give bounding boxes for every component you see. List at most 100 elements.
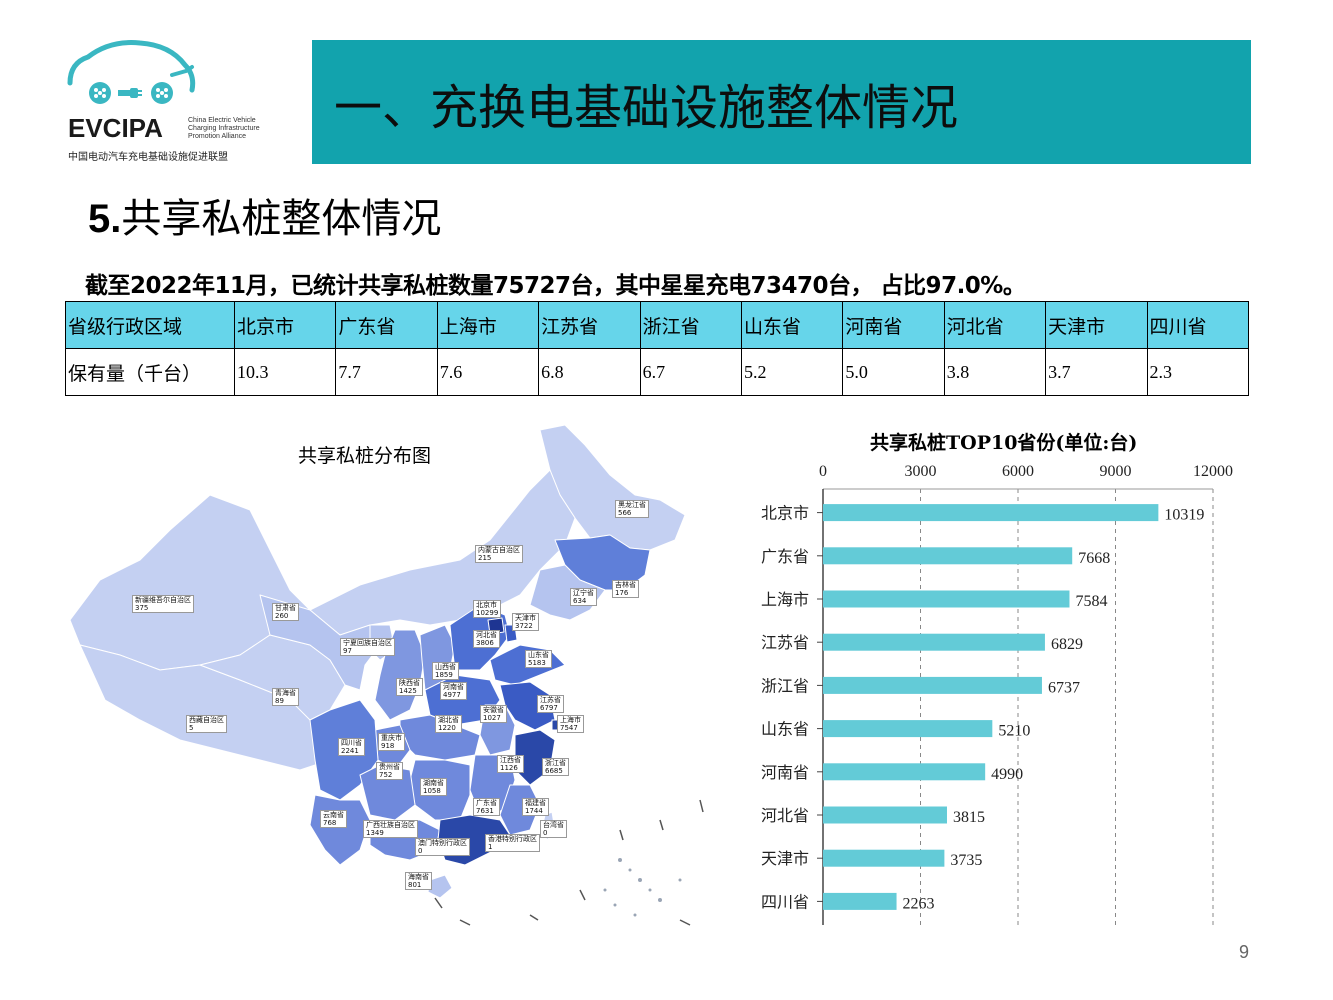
category-label: 广东省	[761, 547, 809, 566]
map-label: 宁夏回族自治区 97	[340, 638, 395, 656]
map-label-name: 青海省	[275, 689, 296, 697]
map-label: 台湾省 0	[540, 820, 567, 838]
map-label-value: 215	[478, 554, 492, 562]
logo-brand: EVCIPA	[68, 113, 163, 143]
bar	[823, 806, 947, 824]
map-label: 广东省 7631	[473, 798, 500, 816]
nine-dash-line	[434, 799, 704, 926]
map-label-value: 5	[189, 724, 194, 732]
bar	[823, 892, 897, 910]
map-label-name: 重庆市	[381, 734, 402, 742]
logo-cn-name: 中国电动汽车充电基础设施促进联盟	[68, 152, 228, 163]
map-label-name: 澳门特别行政区	[418, 839, 467, 847]
map-label: 海南省 801	[405, 872, 432, 890]
map-label-value: 375	[135, 604, 149, 612]
map-label-value: 566	[618, 509, 632, 517]
map-label-value: 176	[615, 589, 629, 597]
map-label: 福建省 1744	[522, 798, 549, 816]
table-row-header: 保有量（千台）	[65, 348, 235, 396]
map-label-value: 3806	[476, 639, 494, 647]
bar	[823, 763, 986, 781]
map-label: 甘肃省 260	[272, 603, 299, 621]
map-label: 上海市 7547	[557, 715, 584, 733]
map-label-name: 江西省	[500, 756, 521, 764]
map-label-value: 7547	[560, 724, 578, 732]
map-label: 北京市 10299	[473, 600, 502, 618]
bar	[823, 676, 1042, 694]
map-label: 广西壮族自治区 1349	[363, 820, 418, 838]
map-label-value: 1425	[399, 687, 417, 695]
map-label-name: 海南省	[408, 873, 429, 881]
map-label: 天津市 3722	[512, 613, 539, 631]
map-label-name: 内蒙古自治区	[478, 546, 520, 554]
map-label-value: 4977	[443, 691, 461, 699]
section-title: 5.共享私桩整体情况	[88, 186, 441, 244]
map-label: 辽宁省 634	[570, 588, 597, 606]
page-number: 9	[1239, 942, 1250, 962]
map-label: 吉林省 176	[612, 580, 639, 598]
map-label-name: 陕西省	[399, 679, 420, 687]
map-label-value: 1	[488, 843, 493, 851]
table-header-row: 省级行政区域 北京市 广东省 上海市 江苏省 浙江省 山东省 河南省 河北省 天津市 四川省	[65, 301, 1250, 349]
map-region-hainan	[427, 874, 453, 899]
map-label-name: 山东省	[528, 651, 549, 659]
car-outline-icon	[67, 40, 196, 104]
map-label-value: 0	[418, 847, 423, 855]
table-header-cell: 河南省	[842, 301, 945, 349]
category-label: 江苏省	[761, 633, 809, 652]
table-header-cell: 江苏省	[538, 301, 641, 349]
data-label: 6737	[1048, 679, 1080, 696]
table-value-cell: 5.0	[842, 348, 945, 396]
bar	[823, 633, 1045, 651]
bar-chart: 0 3000 6000 9000 12000 北京市 10319 广东省 7668 上海市 7584…	[761, 463, 1233, 925]
bar	[823, 504, 1159, 522]
map-label: 澳门特别行政区 0	[415, 838, 470, 856]
map-label-value: 6797	[540, 704, 558, 712]
map-label-name: 上海市	[560, 716, 581, 724]
map-label: 河南省 4977	[440, 682, 467, 700]
map-label-value: 1058	[423, 787, 441, 795]
x-tick-label: 6000	[1002, 463, 1034, 480]
map-label: 内蒙古自治区 215	[475, 545, 523, 563]
map-label-value: 1220	[438, 724, 456, 732]
map-label-name: 甘肃省	[275, 604, 296, 612]
map-label-name: 北京市	[476, 601, 497, 609]
category-label: 四川省	[761, 892, 809, 911]
table-header-cell: 浙江省	[639, 301, 742, 349]
map-label: 云南省 768	[320, 810, 347, 828]
header-title: 一、充换电基础设施整体情况	[334, 80, 959, 136]
map-label: 黑龙江省 566	[615, 500, 649, 518]
map-label: 青海省 89	[272, 688, 299, 706]
map-label-name: 吉林省	[615, 581, 636, 589]
table-value-cell: 6.8	[538, 348, 641, 396]
map-label-value: 752	[379, 771, 393, 779]
map-label-name: 湖南省	[423, 779, 444, 787]
map-region-yunnan	[309, 794, 371, 866]
data-label: 6829	[1051, 636, 1083, 653]
map-title: 共享私桩分布图	[298, 445, 432, 467]
data-label: 3735	[950, 852, 982, 869]
map-label-value: 10299	[476, 609, 499, 617]
evcipa-logo: EVCIPA China Electric Vehicle Charging I…	[60, 35, 290, 170]
map-label: 西藏自治区 5	[186, 715, 227, 733]
section-title-text: 共享私桩整体情况	[121, 196, 442, 242]
map-label-name: 广西壮族自治区	[366, 821, 415, 829]
map-label-value: 1126	[500, 764, 518, 772]
map-label-value: 2241	[341, 747, 359, 755]
table-value-cell: 3.8	[943, 348, 1047, 396]
map-label: 新疆维吾尔自治区 375	[132, 595, 194, 613]
map-label-name: 黑龙江省	[618, 501, 646, 509]
table-header-cell: 北京市	[233, 301, 337, 349]
south-sea-islands	[603, 858, 682, 917]
map-label-name: 西藏自治区	[189, 716, 224, 724]
section-number: 5.	[88, 197, 122, 241]
map-label-value: 0	[543, 829, 548, 837]
category-label: 河南省	[761, 763, 809, 782]
province-table: 省级行政区域 北京市 广东省 上海市 江苏省 浙江省 山东省 河南省 河北省 天津市 四川省 保有…	[65, 301, 1250, 396]
map-label-value: 7631	[476, 807, 494, 815]
map-region-liaoning	[529, 564, 606, 621]
x-tick-label: 3000	[905, 463, 937, 480]
map-label-name: 安徽省	[483, 706, 504, 714]
map-label: 浙江省 6685	[542, 758, 569, 776]
map-label-name: 湖北省	[438, 716, 459, 724]
